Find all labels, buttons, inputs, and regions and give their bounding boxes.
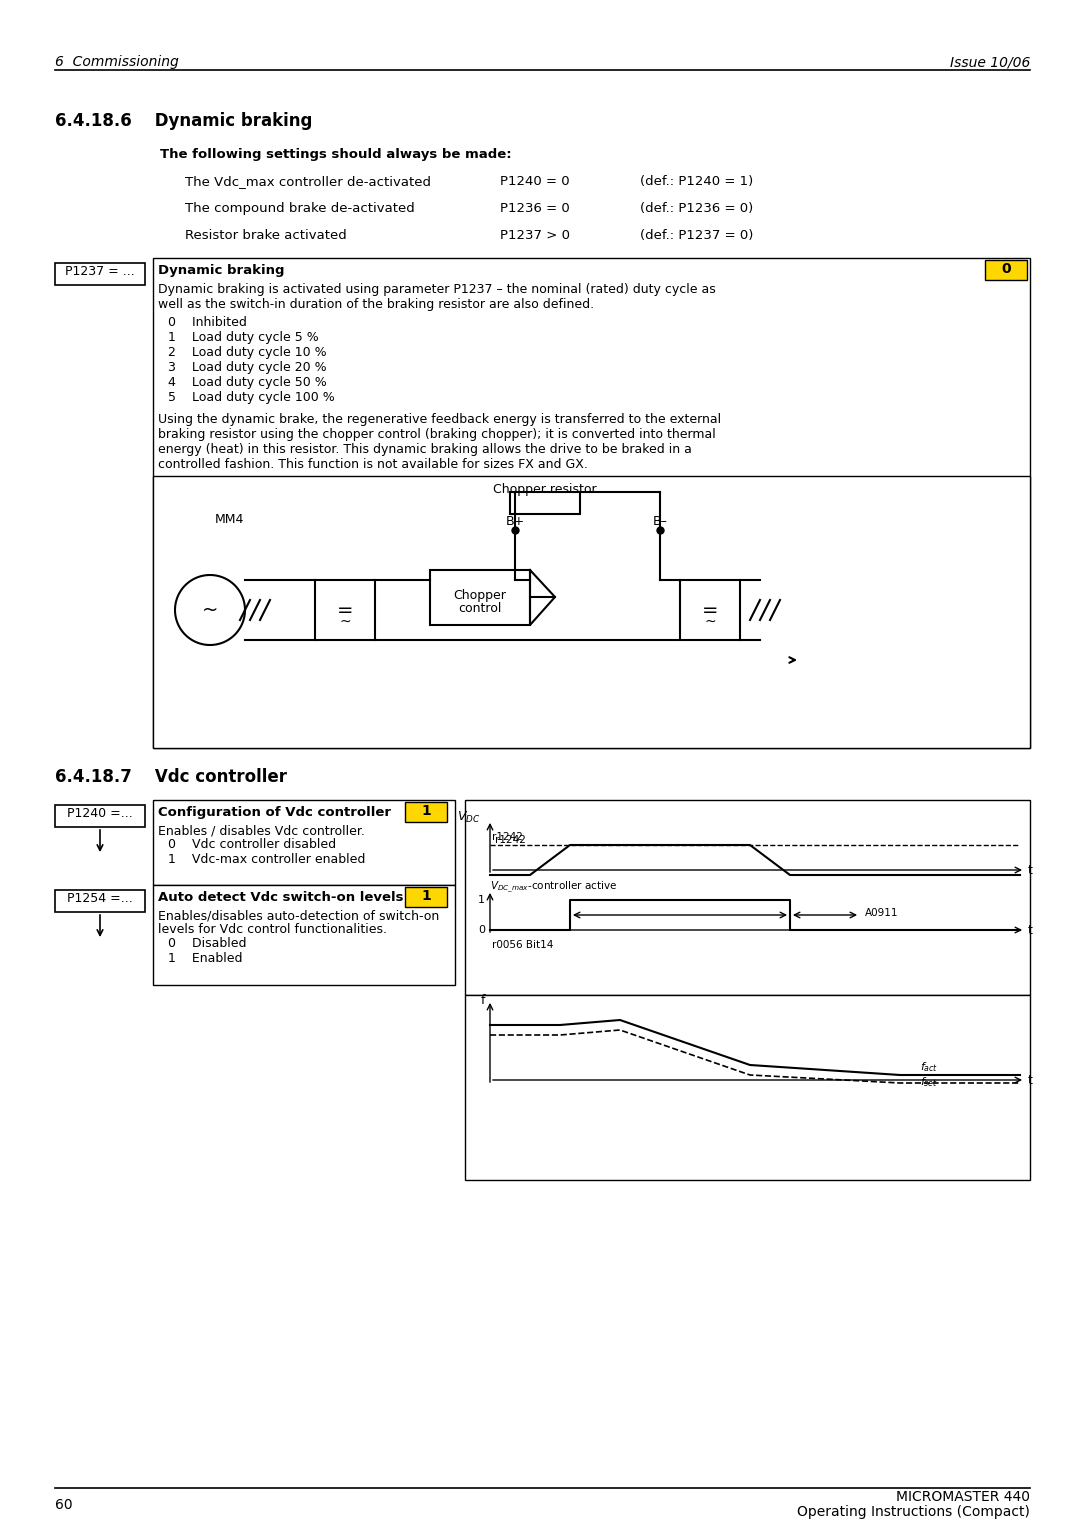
Text: Chopper: Chopper [454,588,507,602]
Text: 1    Load duty cycle 5 %: 1 Load duty cycle 5 % [168,332,319,344]
FancyBboxPatch shape [510,492,580,513]
Text: 4    Load duty cycle 50 %: 4 Load duty cycle 50 % [168,376,327,390]
Text: f: f [481,993,485,1007]
Text: Operating Instructions (Compact): Operating Instructions (Compact) [797,1505,1030,1519]
Text: controlled fashion. This function is not available for sizes FX and GX.: controlled fashion. This function is not… [158,458,588,471]
Text: 2    Load duty cycle 10 %: 2 Load duty cycle 10 % [168,345,326,359]
Text: 6  Commissioning: 6 Commissioning [55,55,179,69]
Text: 0: 0 [478,924,485,935]
Text: (def.: P1237 = 0): (def.: P1237 = 0) [640,229,754,241]
FancyBboxPatch shape [405,802,447,822]
Text: ~: ~ [339,614,351,630]
Text: Enables/disables auto-detection of switch-on: Enables/disables auto-detection of switc… [158,909,440,921]
FancyBboxPatch shape [465,801,1030,995]
Text: B–: B– [652,515,667,529]
Text: Configuration of Vdc controller: Configuration of Vdc controller [158,805,391,819]
FancyBboxPatch shape [153,885,455,986]
Text: $V_{DC\_max}$-controller active: $V_{DC\_max}$-controller active [490,880,618,895]
Text: levels for Vdc control functionalities.: levels for Vdc control functionalities. [158,923,387,937]
Text: 6.4.18.7    Vdc controller: 6.4.18.7 Vdc controller [55,769,287,785]
Text: 1: 1 [478,895,485,905]
Text: The Vdc_max controller de-activated: The Vdc_max controller de-activated [185,176,431,188]
Text: Chopper resistor: Chopper resistor [494,483,597,497]
Text: ~: ~ [202,601,218,619]
Text: A0911: A0911 [865,908,899,918]
FancyBboxPatch shape [55,805,145,827]
Text: P1237 = ...: P1237 = ... [65,264,135,278]
FancyBboxPatch shape [55,263,145,286]
FancyBboxPatch shape [430,570,530,625]
Text: MM4: MM4 [215,513,244,526]
Text: 1: 1 [421,804,431,817]
FancyBboxPatch shape [315,581,375,640]
Text: (def.: P1240 = 1): (def.: P1240 = 1) [640,176,753,188]
Text: Resistor brake activated: Resistor brake activated [185,229,347,241]
Text: P1237 > 0: P1237 > 0 [500,229,570,241]
Text: $V_{DC}$: $V_{DC}$ [457,810,480,825]
FancyBboxPatch shape [465,995,1030,1180]
Text: P1236 = 0: P1236 = 0 [500,202,570,215]
Text: energy (heat) in this resistor. This dynamic braking allows the drive to be brak: energy (heat) in this resistor. This dyn… [158,443,692,455]
Text: 1: 1 [421,889,431,903]
Text: P1254 =...: P1254 =... [67,892,133,905]
Text: (def.: P1236 = 0): (def.: P1236 = 0) [640,202,753,215]
FancyBboxPatch shape [680,581,740,640]
Text: 1    Enabled: 1 Enabled [168,952,243,966]
Text: r1242: r1242 [495,834,526,845]
Text: 60: 60 [55,1497,72,1513]
FancyBboxPatch shape [405,886,447,908]
Text: MICROMASTER 440: MICROMASTER 440 [896,1490,1030,1504]
FancyBboxPatch shape [153,477,1030,749]
Text: =: = [702,601,718,619]
Text: t: t [1028,1074,1032,1086]
Text: 0    Inhibited: 0 Inhibited [168,316,247,329]
Text: P1240 =...: P1240 =... [67,807,133,821]
Text: well as the switch-in duration of the braking resistor are also defined.: well as the switch-in duration of the br… [158,298,594,312]
Text: 6.4.18.6    Dynamic braking: 6.4.18.6 Dynamic braking [55,112,312,130]
Text: 1    Vdc-max controller enabled: 1 Vdc-max controller enabled [168,853,365,866]
Text: ~: ~ [704,614,716,630]
FancyBboxPatch shape [153,258,1030,749]
Text: $f_{act}$: $f_{act}$ [920,1060,939,1074]
Text: r0056 Bit14: r0056 Bit14 [492,940,553,950]
Text: Issue 10/06: Issue 10/06 [949,55,1030,69]
FancyBboxPatch shape [153,801,455,885]
Text: r1242: r1242 [492,833,523,842]
Text: Using the dynamic brake, the regenerative feedback energy is transferred to the : Using the dynamic brake, the regenerativ… [158,413,721,426]
Text: B+: B+ [505,515,525,529]
Text: t: t [1028,863,1032,877]
Text: $f_{set}$: $f_{set}$ [920,1076,939,1089]
Text: Auto detect Vdc switch-on levels: Auto detect Vdc switch-on levels [158,891,404,905]
Text: 5    Load duty cycle 100 %: 5 Load duty cycle 100 % [168,391,335,403]
Text: The compound brake de-activated: The compound brake de-activated [185,202,415,215]
Text: Enables / disables Vdc controller.: Enables / disables Vdc controller. [158,824,365,837]
Text: P1240 = 0: P1240 = 0 [500,176,569,188]
Text: braking resistor using the chopper control (braking chopper); it is converted in: braking resistor using the chopper contr… [158,428,716,442]
Text: control: control [458,602,502,614]
Text: Dynamic braking is activated using parameter P1237 – the nominal (rated) duty cy: Dynamic braking is activated using param… [158,283,716,296]
Text: 3    Load duty cycle 20 %: 3 Load duty cycle 20 % [168,361,326,374]
FancyBboxPatch shape [55,889,145,912]
Text: 0    Disabled: 0 Disabled [168,937,246,950]
Text: =: = [337,601,353,619]
Text: 0    Vdc controller disabled: 0 Vdc controller disabled [168,837,336,851]
FancyBboxPatch shape [985,260,1027,280]
Text: Dynamic braking: Dynamic braking [158,264,284,277]
Text: The following settings should always be made:: The following settings should always be … [160,148,512,160]
Text: 0: 0 [1001,261,1011,277]
Text: t: t [1028,923,1032,937]
